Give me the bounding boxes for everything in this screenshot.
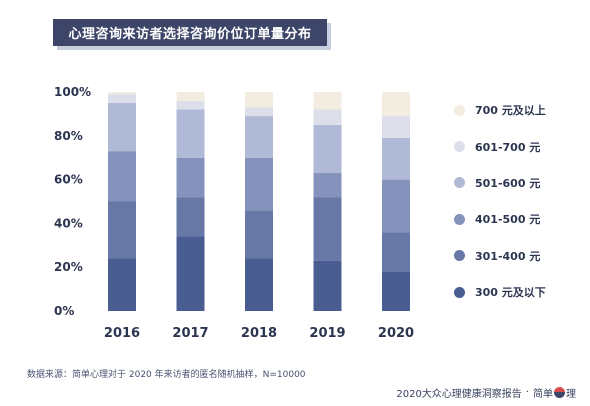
bar-segment <box>313 197 342 261</box>
bar-segment <box>108 201 136 259</box>
bar-segment <box>313 173 342 198</box>
x-category-label: 2018 <box>241 326 277 341</box>
brand-name-suffix: 理 <box>566 389 576 400</box>
x-category-label: 2016 <box>104 326 140 341</box>
report-title: 2020大众心理健康洞察报告 <box>396 389 522 400</box>
legend-item: 601-700 元 <box>454 128 546 164</box>
legend-label: 601-700 元 <box>475 140 541 154</box>
legend-item: 300 元及以下 <box>454 274 546 310</box>
bar-segment <box>382 137 410 180</box>
x-category-label: 2019 <box>309 326 345 341</box>
legend-item: 700 元及以上 <box>454 92 546 128</box>
y-tick-label: 100% <box>54 85 91 99</box>
legend-label: 300 元及以下 <box>475 286 546 300</box>
footer-separator: · <box>525 387 529 398</box>
bar-segment <box>382 232 410 272</box>
y-tick-label: 80% <box>54 129 83 143</box>
bar-segment <box>176 92 205 101</box>
bar-segment <box>313 260 342 311</box>
bar-segment <box>313 92 342 110</box>
chart-title: 心理咨询来访者选择咨询价位订单量分布 <box>68 27 312 42</box>
brand-name: 简单 <box>533 389 553 400</box>
legend-swatch-icon <box>454 250 465 262</box>
bar-segment <box>108 92 136 95</box>
y-tick-label: 60% <box>54 173 83 187</box>
x-category-label: 2017 <box>172 326 208 341</box>
legend-label: 301-400 元 <box>475 249 541 263</box>
legend-label: 401-500 元 <box>475 213 541 227</box>
bar-segment <box>245 258 273 311</box>
bar-segment <box>382 179 410 233</box>
bar-segment <box>245 210 273 259</box>
bar-segment <box>108 151 136 202</box>
brand-logo-icon <box>554 387 565 398</box>
x-category-label: 2020 <box>378 326 414 341</box>
bar-segment <box>176 157 205 198</box>
bar-segment <box>313 109 342 125</box>
bar-segment <box>245 157 273 211</box>
legend-swatch-icon <box>454 141 465 153</box>
legend-swatch-icon <box>454 286 465 298</box>
footer-credit: 2020大众心理健康洞察报告 · 简单 理 <box>396 385 576 400</box>
bar-segment <box>382 92 410 117</box>
bar-segment <box>108 94 136 103</box>
legend-item: 401-500 元 <box>454 201 546 237</box>
legend-item: 501-600 元 <box>454 165 546 201</box>
bar-segment <box>245 116 273 158</box>
bar-segment <box>245 107 273 117</box>
bar-segment <box>382 271 410 311</box>
y-tick-label: 20% <box>54 260 83 274</box>
y-tick-label: 0% <box>54 304 74 318</box>
legend-swatch-icon <box>454 213 465 225</box>
chart-title-banner: 心理咨询来访者选择咨询价位订单量分布 <box>53 19 327 46</box>
bar-segment <box>108 258 136 311</box>
bar-segment <box>108 102 136 152</box>
y-tick-label: 40% <box>54 216 83 230</box>
legend-label: 700 元及以上 <box>475 104 546 118</box>
bar-segment <box>176 100 205 110</box>
data-source-note: 数据来源：简单心理对于 2020 年来访者的匿名随机抽样，N=10000 <box>27 370 306 380</box>
bar-segment <box>382 116 410 138</box>
bar-segment <box>176 109 205 158</box>
legend-item: 301-400 元 <box>454 238 546 274</box>
bar-segment <box>176 197 205 237</box>
chart-legend: 700 元及以上 601-700 元 501-600 元 401-500 元 301-4… <box>454 92 546 310</box>
bar-segment <box>245 92 273 108</box>
bar-segment <box>313 124 342 174</box>
legend-label: 501-600 元 <box>475 176 541 190</box>
legend-swatch-icon <box>454 104 465 116</box>
bar-segment <box>176 236 205 311</box>
legend-swatch-icon <box>454 177 465 189</box>
